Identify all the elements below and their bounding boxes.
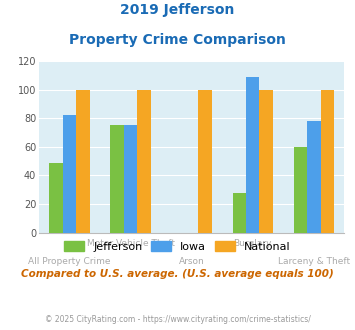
Text: 2019 Jefferson: 2019 Jefferson <box>120 3 235 17</box>
Text: © 2025 CityRating.com - https://www.cityrating.com/crime-statistics/: © 2025 CityRating.com - https://www.city… <box>45 315 310 324</box>
Bar <box>260 90 273 233</box>
Bar <box>110 125 124 233</box>
Bar <box>321 90 334 233</box>
Bar <box>76 90 90 233</box>
Bar <box>294 147 307 233</box>
Text: Larceny & Theft: Larceny & Theft <box>278 257 350 266</box>
Bar <box>307 121 321 233</box>
Bar <box>198 90 212 233</box>
Bar <box>246 77 260 233</box>
Bar <box>233 193 246 233</box>
Text: Arson: Arson <box>179 257 204 266</box>
Text: Motor Vehicle Theft: Motor Vehicle Theft <box>87 239 175 248</box>
Bar <box>137 90 151 233</box>
Bar <box>49 163 63 233</box>
Text: Burglary: Burglary <box>234 239 272 248</box>
Legend: Jefferson, Iowa, National: Jefferson, Iowa, National <box>60 237 295 256</box>
Text: All Property Crime: All Property Crime <box>28 257 111 266</box>
Text: Property Crime Comparison: Property Crime Comparison <box>69 33 286 47</box>
Bar <box>124 125 137 233</box>
Text: Compared to U.S. average. (U.S. average equals 100): Compared to U.S. average. (U.S. average … <box>21 269 334 279</box>
Bar <box>63 115 76 233</box>
